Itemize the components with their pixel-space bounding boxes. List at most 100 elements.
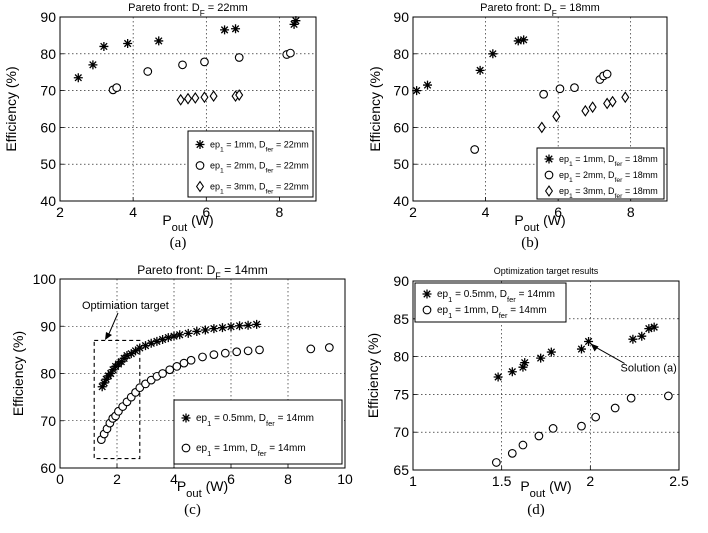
y-tick-label: 50 [393,156,409,172]
data-point [518,362,528,372]
chart-title: Pareto front: DF = 18mm [480,2,600,18]
data-point [179,358,189,368]
data-point [217,323,227,333]
data-point [126,349,136,359]
data-point [570,83,579,93]
legend-label: ep1 = 2mm, Dfer = 18mm [559,170,658,184]
y-tick-label: 65 [393,462,409,478]
data-point [644,324,654,334]
data-point [520,358,530,368]
y-axis-label: Efficiency (%) [10,331,26,416]
data-point [163,333,173,343]
figure-caption: (a) [170,235,187,251]
y-tick-label: 50 [40,156,56,172]
y-axis-label: Efficiency (%) [365,333,381,418]
data-point [186,355,196,365]
y-tick-label: 70 [393,83,409,99]
data-point [488,49,498,59]
x-axis-label: Pout (W) [177,478,228,500]
legend-label: ep1 = 3mm, Dfer = 18mm [559,186,658,200]
data-point [649,322,659,332]
y-tick-label: 80 [393,46,409,62]
chart-c: 0 2 4 6 8 10 60 70 80 90 100 Optimiation target ep1 … [10,263,353,518]
legend: ep1 = 1mm, Dfer = 22mm ep1 = 2mm, Dfer = … [187,130,314,198]
data-point [324,343,334,352]
legend-label: ep1 = 1mm, Dfer = 18mm [559,154,658,168]
data-point [534,431,544,441]
legend-marker [195,180,205,193]
data-point [143,67,153,76]
x-tick-label: 2 [586,473,594,489]
x-tick-label: 8 [284,471,292,487]
data-point [123,38,133,48]
data-point [191,92,200,104]
data-point [226,322,236,332]
data-point [135,343,145,353]
data-point [518,440,528,450]
y-tick-label: 60 [393,119,409,135]
data-point [131,346,141,356]
y-tick-label: 90 [40,318,56,334]
plot-frame [59,16,317,202]
data-point [610,403,620,413]
data-point [602,69,612,79]
data-point [252,319,262,329]
legend-marker [181,443,191,453]
data-point [97,382,107,392]
y-tick-label: 75 [393,386,409,402]
data-point [183,92,193,105]
data-point [99,41,109,51]
data-point [255,345,264,355]
data-point [175,330,185,340]
data-point [200,91,209,104]
data-point [552,110,561,123]
data-point [234,53,244,62]
data-point [591,412,601,422]
data-point [122,351,132,361]
data-point [546,347,556,357]
data-point [243,320,253,330]
y-tick-label: 60 [40,460,56,476]
y-tick-label: 70 [40,413,56,429]
data-point [291,16,301,26]
legend-label: ep1 = 2mm, Dfer = 22mm [210,161,309,175]
data-point [663,391,673,401]
data-point [243,346,253,356]
data-point [209,90,218,103]
data-point [491,458,501,467]
data-point [289,19,299,29]
y-tick-label: 70 [40,83,56,99]
legend-label: ep1 = 1mm, Dfer = 14mm [437,305,547,320]
data-point [183,328,193,338]
data-point [507,367,517,377]
legend-box [187,130,314,198]
legend-label: ep1 = 0.5mm, Dfer = 14mm [437,289,555,304]
data-point [152,336,162,346]
annotation-text: Optimiation target [82,300,169,312]
chart-title: Pareto front: DF = 22mm [128,2,248,18]
y-tick-label: 90 [393,273,409,289]
data-point [475,65,485,75]
x-tick-label: 2 [409,204,417,220]
x-tick-label: 6 [202,204,210,220]
data-point [608,95,617,108]
figure-caption: (d) [527,502,545,518]
annotation-arrowhead [590,343,599,352]
chart-title: Optimization target results [494,266,599,276]
data-point [286,48,295,58]
annotation-arrowhead [105,332,112,340]
series-0 [412,35,529,96]
data-point [423,80,433,90]
x-tick-label: 6 [227,471,235,487]
x-tick-label: 8 [276,204,284,220]
y-tick-label: 40 [393,193,409,209]
data-point [621,91,630,104]
data-point [412,86,422,96]
annotation-arrow [107,312,119,337]
data-point [154,36,164,46]
x-tick-label: 4 [170,471,178,487]
optimization-target-box [93,339,141,460]
data-point [493,372,503,382]
